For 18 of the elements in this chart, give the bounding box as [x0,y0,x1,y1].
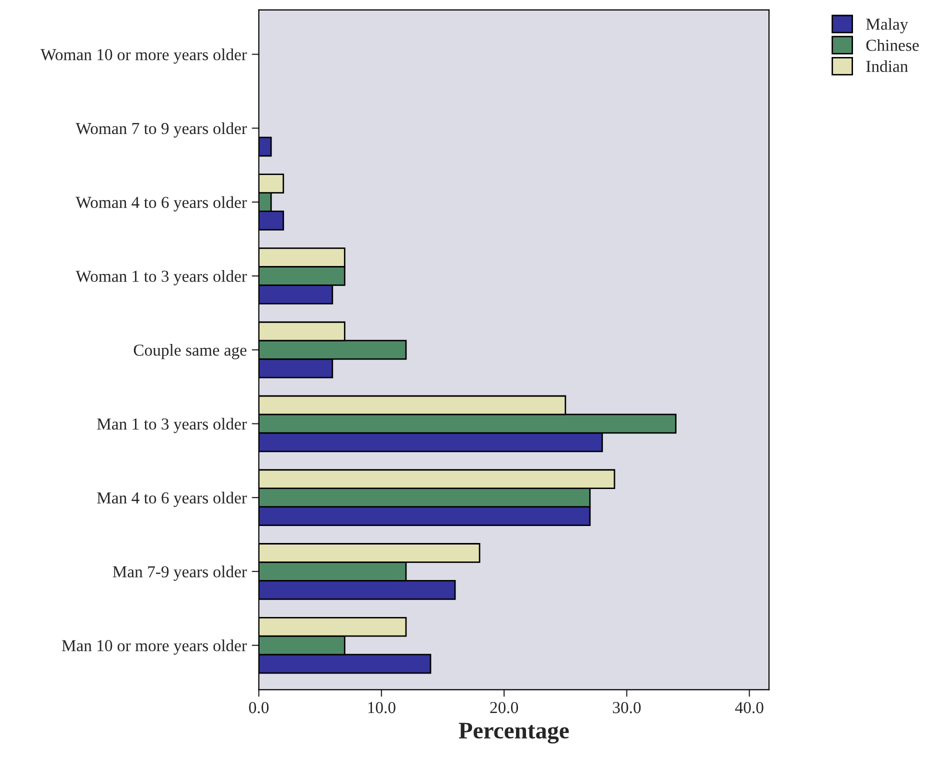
x-tick-label: 10.0 [368,702,396,714]
y-tick-label: Man 7-9 years older [112,566,247,581]
legend-label: Chinese [866,39,919,51]
y-tick-label: Couple same age [134,344,246,360]
y-tick-label: Man 10 or more years older [62,640,247,655]
legend-label: Indian [866,60,908,72]
x-tick-label: 30.0 [612,702,641,714]
y-tick-label: Man 4 to 6 years older [97,492,247,507]
x-tick-label: 20.0 [490,702,518,714]
x-tick-label: 0.0 [249,702,269,714]
y-tick-label: Woman 10 or more years older [40,48,247,64]
legend-label: Malay [866,18,908,34]
y-tick-label: Woman 1 to 3 years older [76,270,247,286]
y-tick-label: Man 1 to 3 years older [97,418,247,434]
x-tick-label: 40.0 [735,702,764,714]
y-tick-label: Woman 4 to 6 years older [76,196,247,212]
y-tick-label: Woman 7 to 9 years older [76,122,247,138]
x-axis-title: Percentage [458,722,569,744]
